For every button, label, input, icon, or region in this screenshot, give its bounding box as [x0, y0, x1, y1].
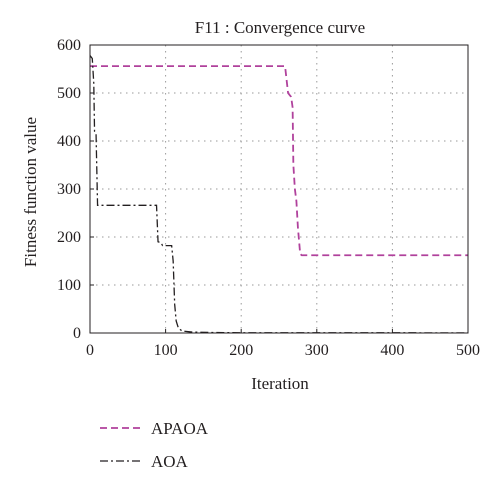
x-tick-label: 400	[380, 342, 404, 359]
x-tick-label: 300	[305, 342, 329, 359]
series-line-aoa	[89, 55, 469, 334]
x-tick-label: 500	[456, 342, 480, 359]
y-axis-ticks: 0 100 200 300 400 500 600	[57, 37, 94, 342]
x-tick-label: 100	[154, 342, 178, 359]
plot-frame	[89, 44, 469, 334]
x-axis-label: Iteration	[251, 374, 309, 393]
y-tick-label: 500	[57, 85, 81, 102]
y-tick-label: 0	[73, 325, 81, 342]
y-tick-label: 300	[57, 181, 81, 198]
y-axis-label: Fitness function value	[21, 117, 40, 267]
chart-title: F11 : Convergence curve	[195, 18, 365, 37]
y-tick-label: 200	[57, 229, 81, 246]
series-line-apaoa	[90, 65, 468, 257]
x-axis-ticks: 0 100 200 300 400 500	[86, 329, 480, 359]
y-tick-label: 600	[57, 37, 81, 54]
legend-label-aoa: AOA	[151, 452, 189, 471]
grid	[90, 45, 468, 333]
legend: APAOA AOA	[100, 419, 209, 471]
series-layer	[89, 55, 469, 334]
x-tick-label: 0	[86, 342, 94, 359]
x-tick-label: 200	[229, 342, 253, 359]
y-tick-label: 400	[57, 133, 81, 150]
legend-label-apaoa: APAOA	[151, 419, 209, 438]
y-tick-label: 100	[57, 277, 81, 294]
